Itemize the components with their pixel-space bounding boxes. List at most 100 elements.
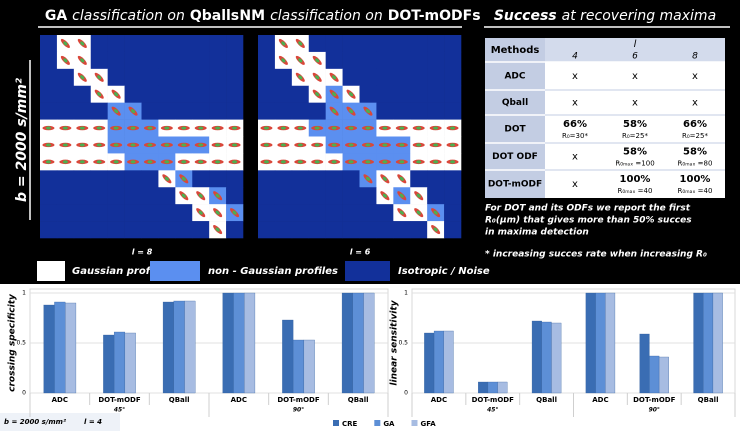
x-tick-label: ADC bbox=[431, 396, 447, 404]
glyph bbox=[382, 160, 387, 163]
legend-swatch bbox=[411, 420, 417, 426]
glyph bbox=[198, 143, 203, 146]
glyph bbox=[46, 143, 51, 146]
grid-cell bbox=[376, 86, 393, 103]
glyph bbox=[365, 126, 370, 129]
grid-cell bbox=[343, 221, 360, 238]
glyph bbox=[63, 160, 68, 163]
y-tick-label: 0.5 bbox=[398, 340, 408, 347]
table-cell: x bbox=[692, 98, 698, 109]
table-header-label: l bbox=[634, 39, 637, 50]
grid-cell bbox=[427, 86, 444, 103]
glyph bbox=[365, 143, 370, 146]
grid-cell bbox=[427, 187, 444, 204]
glyph bbox=[264, 160, 269, 163]
grid-cell bbox=[91, 187, 108, 204]
y-axis-label: linear sensitivity bbox=[390, 299, 400, 385]
grid-cell bbox=[40, 187, 57, 204]
grid-cell bbox=[292, 170, 309, 187]
grid-cell bbox=[175, 35, 192, 52]
grid-cell bbox=[192, 52, 209, 69]
grid-cell bbox=[209, 170, 226, 187]
grid-cell bbox=[376, 52, 393, 69]
bar bbox=[44, 305, 55, 393]
bar bbox=[551, 323, 561, 393]
plot-area bbox=[412, 289, 735, 393]
glyph bbox=[147, 143, 152, 146]
y-tick-label: 0.5 bbox=[16, 340, 26, 347]
bar bbox=[244, 293, 255, 393]
grid-cell bbox=[360, 204, 377, 221]
note: R₀(μm) that gives more than 50% succes bbox=[485, 216, 692, 226]
grid-cell bbox=[192, 69, 209, 86]
grid-cell bbox=[376, 69, 393, 86]
grid-cell bbox=[40, 170, 57, 187]
grid-cell bbox=[142, 170, 159, 187]
grid-cell bbox=[158, 204, 175, 221]
grid-cell bbox=[226, 221, 243, 238]
group-label: 90° bbox=[293, 407, 304, 414]
table-cell: 66% bbox=[683, 119, 707, 130]
table-cell: x bbox=[572, 71, 578, 82]
x-tick-label: ADC bbox=[592, 396, 608, 404]
glyph bbox=[315, 126, 320, 129]
grid-cell bbox=[74, 170, 91, 187]
grid-cell bbox=[142, 52, 159, 69]
legend-swatch bbox=[37, 261, 65, 281]
glyph bbox=[298, 143, 303, 146]
grid-cell bbox=[226, 86, 243, 103]
x-tick-label: DOT-mODF bbox=[633, 396, 675, 404]
grid-cell bbox=[226, 170, 243, 187]
glyph bbox=[315, 143, 320, 146]
grid-cell bbox=[360, 69, 377, 86]
page: GAclassification onQballs NMclassificati… bbox=[0, 0, 740, 431]
glyph bbox=[97, 126, 102, 129]
grid-cell bbox=[74, 187, 91, 204]
grid-cell bbox=[209, 52, 226, 69]
grid-cell bbox=[326, 221, 343, 238]
table-cell: 58% bbox=[683, 147, 707, 158]
grid-cell bbox=[360, 187, 377, 204]
glyph bbox=[365, 160, 370, 163]
y-tick-label: 0 bbox=[22, 390, 26, 397]
table-cell-sub: R₀ₘₐₓ =80 bbox=[678, 160, 713, 168]
bar bbox=[65, 303, 76, 393]
bar bbox=[424, 333, 434, 393]
grid-cell bbox=[91, 35, 108, 52]
glyph bbox=[433, 126, 438, 129]
grid-cell bbox=[427, 35, 444, 52]
grid-cell bbox=[444, 221, 461, 238]
glyph bbox=[433, 143, 438, 146]
table-header-label: Methods bbox=[491, 45, 540, 56]
grid-cell bbox=[125, 52, 142, 69]
glyph bbox=[131, 160, 136, 163]
grid-cell bbox=[226, 69, 243, 86]
glyph bbox=[264, 143, 269, 146]
grid-cell bbox=[258, 86, 275, 103]
bar bbox=[488, 382, 498, 393]
bar bbox=[163, 302, 174, 393]
legend-label: non - Gaussian profiles bbox=[208, 266, 338, 277]
bar bbox=[293, 340, 304, 393]
glyph bbox=[97, 160, 102, 163]
glyph bbox=[349, 160, 354, 163]
y-axis-label: crossing specificity bbox=[8, 293, 18, 392]
grid-cell bbox=[57, 204, 74, 221]
grid-cell bbox=[74, 86, 91, 103]
glyph bbox=[450, 126, 455, 129]
table-header-label: 8 bbox=[692, 52, 698, 62]
bar bbox=[185, 301, 196, 393]
grid-cell bbox=[326, 170, 343, 187]
glyph bbox=[63, 126, 68, 129]
glyph bbox=[416, 143, 421, 146]
grid-cell bbox=[258, 35, 275, 52]
glyph bbox=[97, 143, 102, 146]
grid-cell bbox=[74, 221, 91, 238]
glyph bbox=[80, 126, 85, 129]
grid-cell bbox=[376, 221, 393, 238]
bar bbox=[282, 320, 293, 393]
grid-cell bbox=[209, 35, 226, 52]
glyph bbox=[46, 160, 51, 163]
glyph bbox=[298, 126, 303, 129]
grid-cell bbox=[192, 103, 209, 120]
